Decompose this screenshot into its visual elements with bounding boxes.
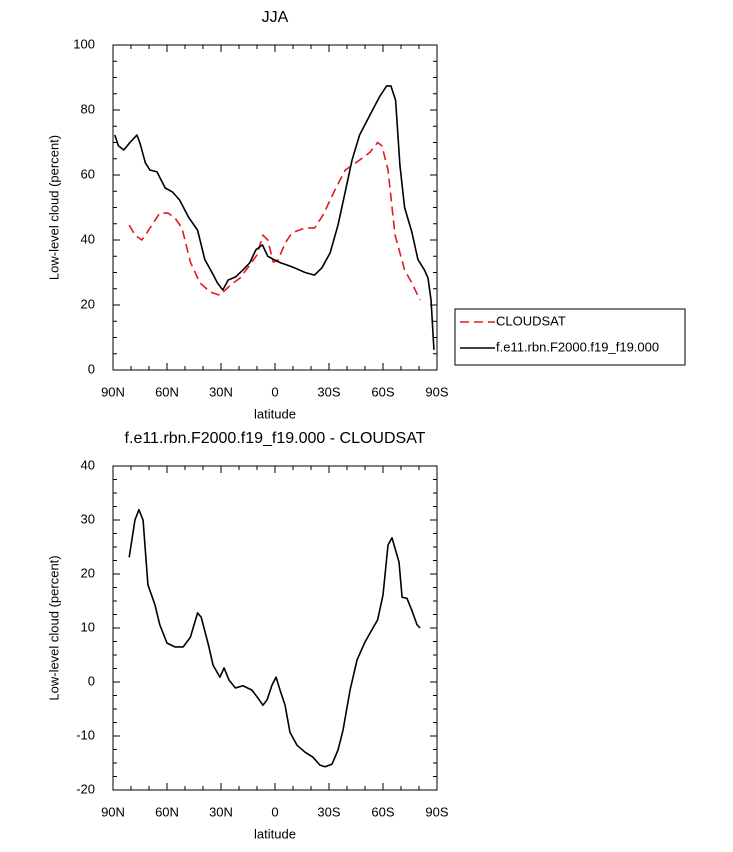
line-series xyxy=(128,141,421,301)
x-tick-label: 60S xyxy=(371,804,394,819)
y-tick-label: 40 xyxy=(81,231,95,246)
x-tick-label: 30S xyxy=(317,804,340,819)
chart-title: JJA xyxy=(262,9,289,26)
x-tick-label: 30N xyxy=(209,804,233,819)
x-tick-label: 60N xyxy=(155,804,179,819)
y-tick-label: 10 xyxy=(81,619,95,634)
y-tick-label: -20 xyxy=(76,781,95,796)
y-tick-label: 100 xyxy=(73,36,95,51)
x-tick-label: 60N xyxy=(155,384,179,399)
x-tick-label: 90N xyxy=(101,804,125,819)
y-tick-label: 20 xyxy=(81,565,95,580)
x-tick-label: 60S xyxy=(371,384,394,399)
x-tick-label: 30S xyxy=(317,384,340,399)
line-series xyxy=(114,85,435,350)
x-tick-label: 0 xyxy=(271,804,278,819)
y-axis-label: Low-level cloud (percent) xyxy=(46,135,61,280)
y-tick-label: 80 xyxy=(81,101,95,116)
plot-frame xyxy=(112,44,438,371)
x-axis-label: latitude xyxy=(254,406,296,421)
y-tick-label: 20 xyxy=(81,296,95,311)
legend-label: f.e11.rbn.F2000.f19_f19.000 xyxy=(496,339,659,354)
y-tick-label: 0 xyxy=(88,673,95,688)
line-series xyxy=(128,508,421,768)
x-tick-label: 0 xyxy=(271,384,278,399)
legend-box xyxy=(454,308,686,366)
y-tick-label: 60 xyxy=(81,166,95,181)
x-tick-label: 30N xyxy=(209,384,233,399)
y-tick-label: 30 xyxy=(81,511,95,526)
chart-title: f.e11.rbn.F2000.f19_f19.000 - CLOUDSAT xyxy=(125,430,426,447)
y-tick-label: 0 xyxy=(88,361,95,376)
x-tick-label: 90S xyxy=(425,804,448,819)
y-axis-label: Low-level cloud (percent) xyxy=(46,555,61,700)
y-tick-label: 40 xyxy=(81,457,95,472)
y-tick-label: -10 xyxy=(76,727,95,742)
x-axis-label: latitude xyxy=(254,826,296,841)
x-tick-label: 90N xyxy=(101,384,125,399)
x-tick-label: 90S xyxy=(425,384,448,399)
legend-label: CLOUDSAT xyxy=(496,313,566,328)
